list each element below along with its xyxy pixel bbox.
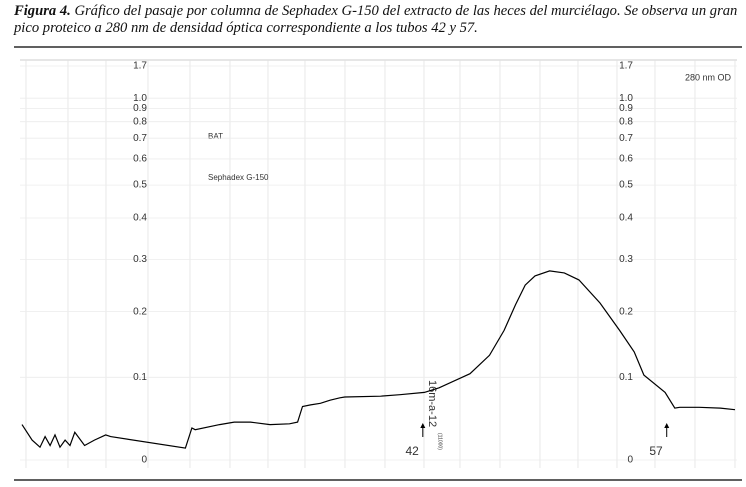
chart-paper [25,60,736,468]
caption-label: Figura 4. [14,3,71,19]
y-tick-label: 0.9 [133,103,147,114]
y-tick-label: 0.4 [133,213,147,224]
trace [21,270,736,449]
y-tick-label: 0.7 [133,133,147,144]
y2-tick-label: 1.0 [619,93,633,104]
annotation: (11000) [437,433,443,450]
y2-tick-label: 0 [627,455,633,466]
y2-tick-label: 0.3 [619,254,633,265]
arrow-head [420,423,426,428]
y-tick-label: 0.1 [133,372,147,383]
y2-tick-label: 0.2 [619,306,633,317]
y-tick-label: 0 [141,455,147,466]
arrow-head [664,423,670,428]
y2-tick-label: 0.7 [619,133,633,144]
marker-label: 42 [405,444,419,458]
y-tick-label: 0.3 [133,254,147,265]
annotation: 280 nm OD [685,72,732,82]
y-tick-label: 0.5 [133,180,147,191]
caption: Figura 4. Gráfico del pasaje por columna… [14,3,742,37]
y2-tick-label: 0.1 [619,372,633,383]
y2-tick-label: 0.4 [619,213,633,224]
y2-tick-label: 0.9 [619,103,633,114]
y2-tick-label: 0.5 [619,180,633,191]
y2-tick-label: 0.6 [619,154,633,165]
annotation: 16m-a-12 [426,380,438,427]
marker-label: 57 [649,444,663,458]
caption-text: Gráfico del pasaje por columna de Sephad… [14,3,738,36]
y-tick-label: 0.6 [133,154,147,165]
annotation: BAT [208,132,223,141]
annotation: Sephadex G-150 [208,173,269,182]
y-tick-label: 1.0 [133,93,147,104]
y-tick-label: 0.8 [133,116,147,127]
y-tick-label: 1.7 [133,61,147,72]
y2-tick-label: 1.7 [619,61,633,72]
y-tick-label: 0.2 [133,306,147,317]
y2-tick-label: 0.8 [619,116,633,127]
